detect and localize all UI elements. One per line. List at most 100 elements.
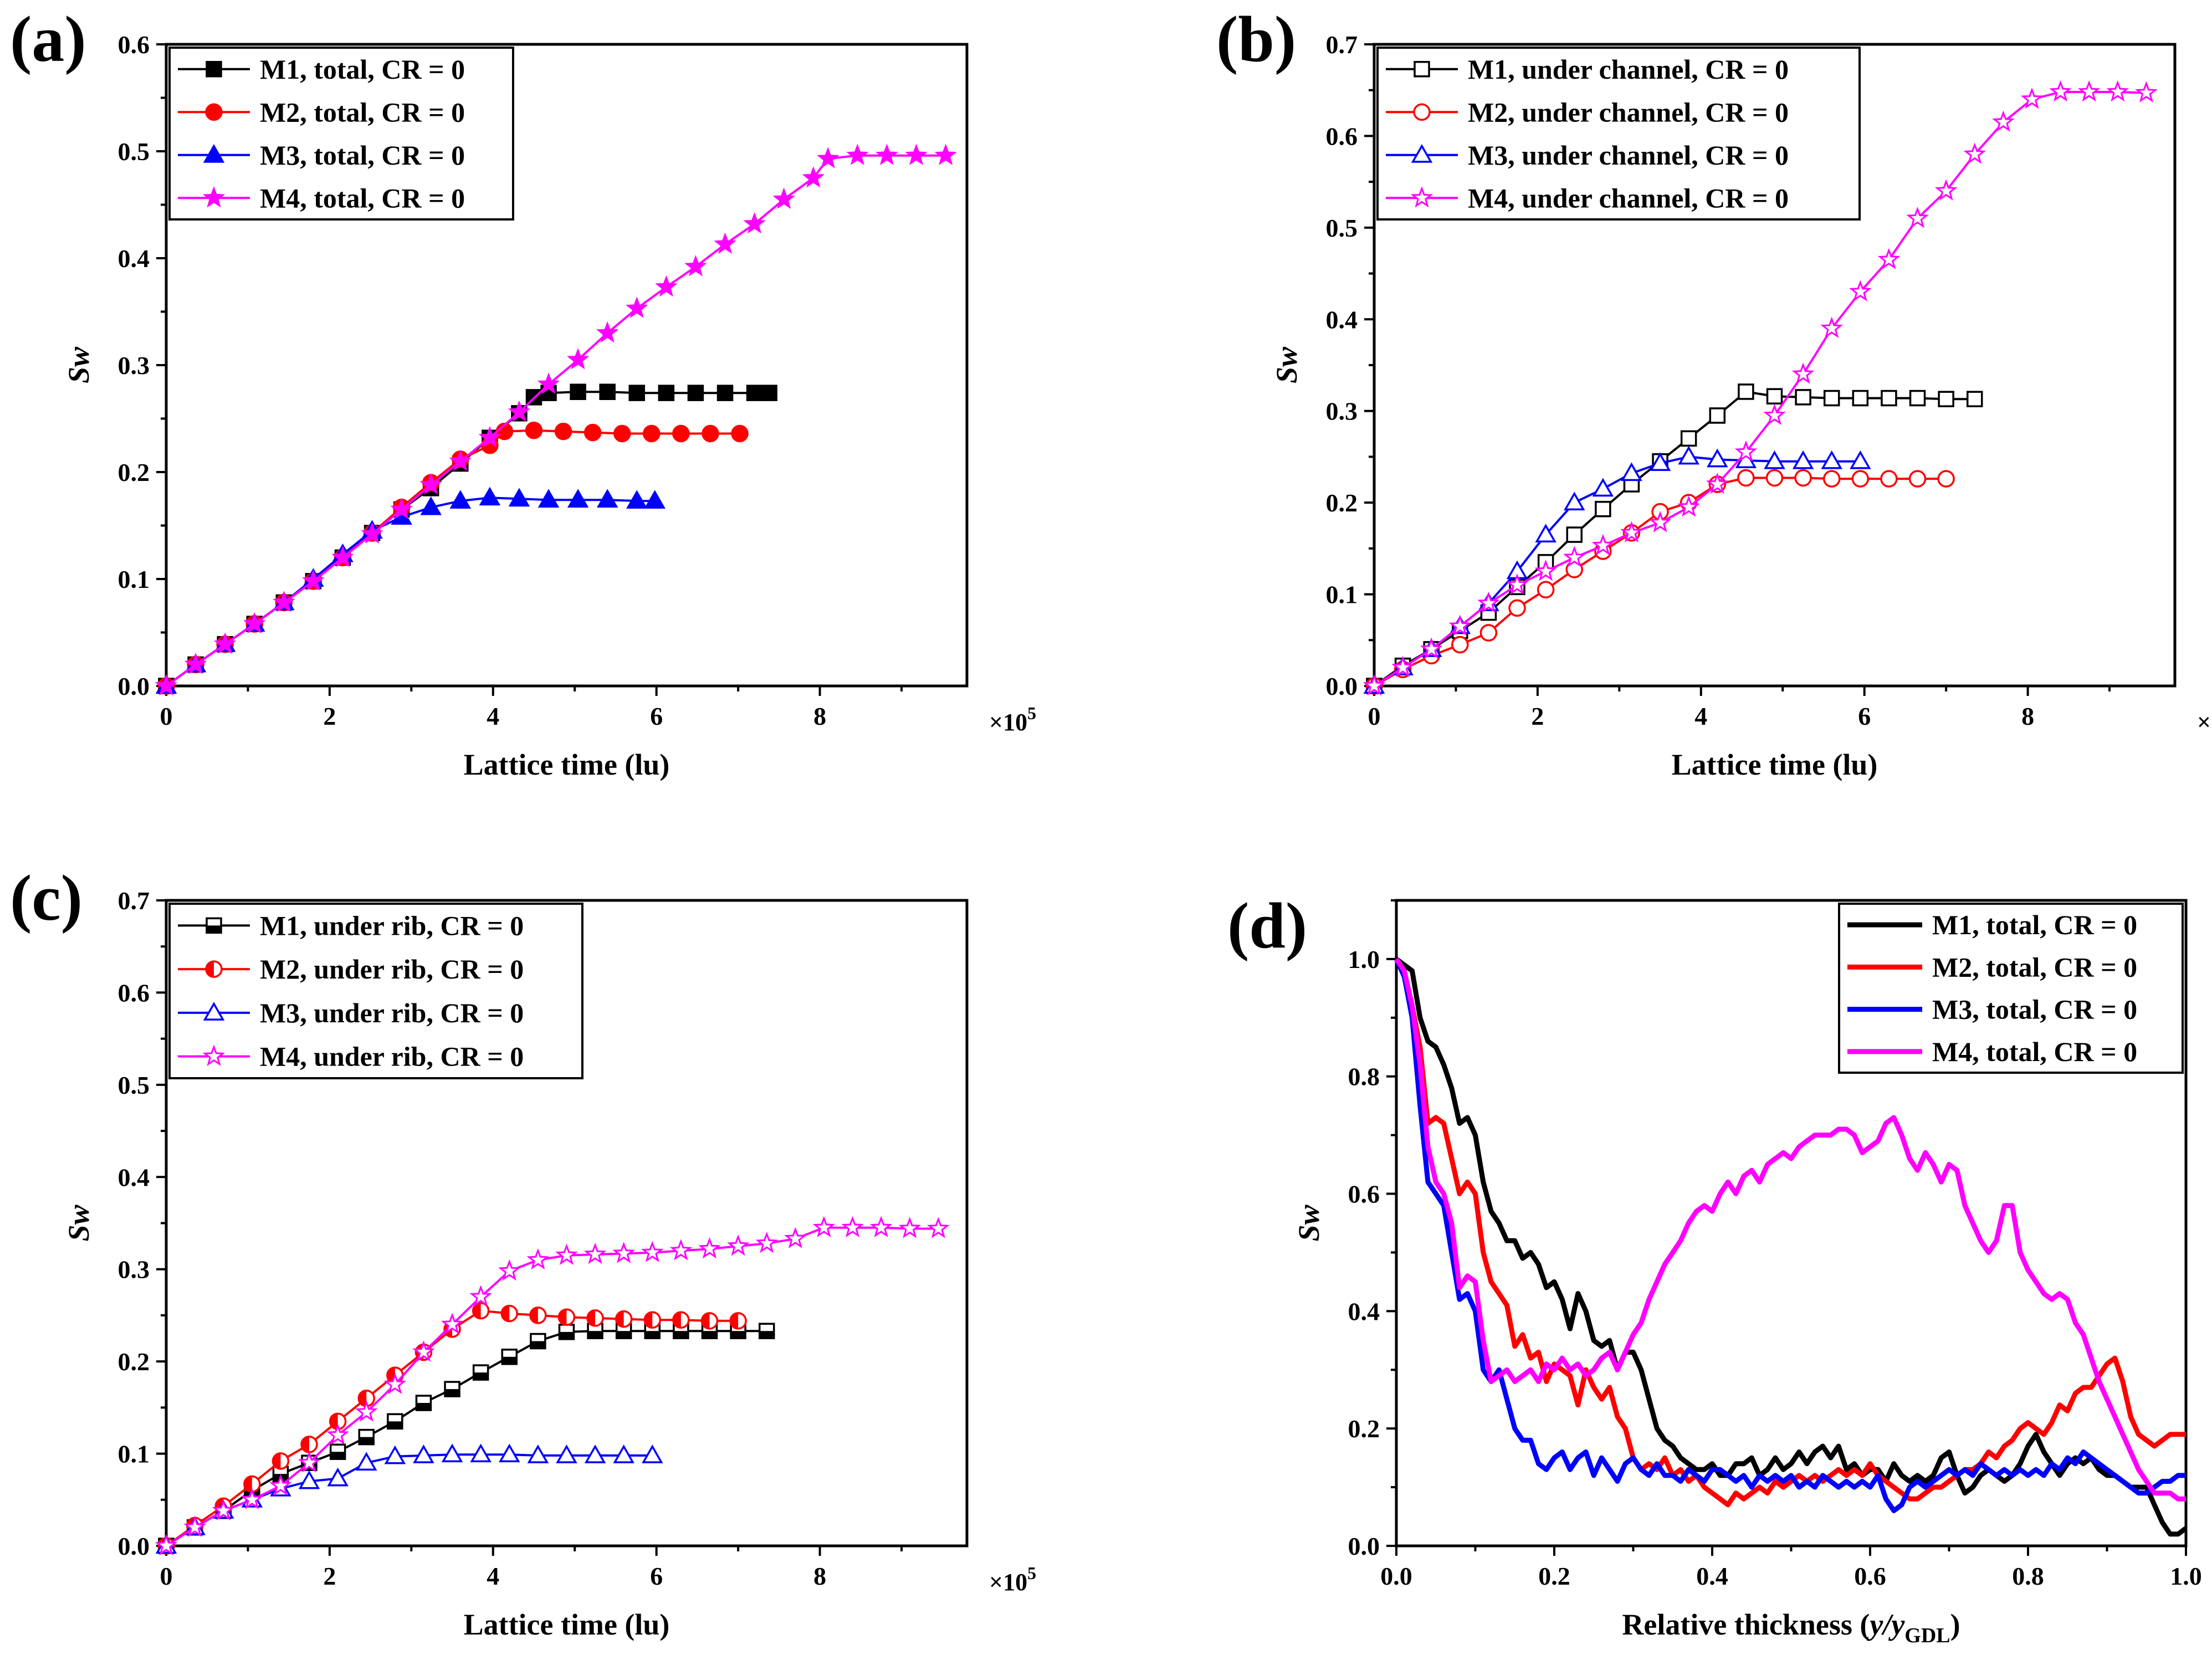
series-4 — [155, 144, 957, 696]
data-point — [1795, 389, 1811, 406]
data-point-half — [387, 1421, 402, 1429]
x-multiplier-exp: 5 — [1027, 1563, 1036, 1583]
y-tick-label: 0.1 — [118, 1440, 150, 1468]
data-point — [784, 1227, 807, 1248]
x-multiplier-base: ×10 — [989, 1569, 1027, 1596]
data-point — [1821, 450, 1842, 469]
legend-label: M4, under rib, CR = 0 — [260, 1041, 524, 1072]
data-point — [554, 422, 572, 440]
x-tick-label: 0 — [160, 702, 173, 730]
y-tick-label: 0.0 — [1348, 1532, 1380, 1560]
x-multiplier-base: ×10 — [2197, 709, 2212, 736]
legend: M1, total, CR = 0 M2, total, CR = 0 M3, to… — [168, 47, 514, 221]
legend-box — [1838, 903, 2184, 1074]
data-point — [669, 1239, 693, 1261]
data-point-half — [501, 1305, 510, 1321]
data-point — [555, 1243, 578, 1265]
data-point — [1967, 391, 1983, 407]
data-point — [1420, 637, 1443, 659]
data-point — [2077, 80, 2101, 102]
data-point — [626, 490, 648, 509]
data-point — [298, 1470, 320, 1489]
series-line — [165, 1309, 739, 1547]
data-point-half — [702, 1331, 717, 1339]
data-point-half — [559, 1331, 574, 1339]
data-point — [1591, 534, 1615, 556]
data-point — [1649, 452, 1671, 471]
data-point — [419, 473, 442, 495]
data-point — [478, 426, 501, 448]
data-point — [599, 383, 616, 400]
data-point — [1448, 614, 1472, 636]
y-tick-label: 0.6 — [1326, 122, 1358, 150]
data-point — [1766, 388, 1783, 404]
x-tick-label: 0 — [160, 1562, 173, 1590]
data-point — [927, 1217, 950, 1238]
data-point — [1963, 142, 1986, 164]
data-point — [479, 486, 501, 506]
legend: M1, under rib, CR = 0 M2, under rib, CR =… — [168, 903, 583, 1079]
y-tick-label: 0.7 — [1326, 30, 1358, 59]
data-point — [355, 1400, 378, 1422]
y-tick-label: 0.4 — [1326, 305, 1358, 334]
data-point — [1850, 450, 1871, 469]
x-multiplier-label: ×105 — [2197, 703, 2212, 736]
x-axis-title: Lattice time (lu) — [464, 1608, 670, 1641]
legend-label: M1, under channel, CR = 0 — [1468, 54, 1789, 85]
data-point-half — [301, 1436, 310, 1452]
y-tick-label: 0.5 — [1326, 214, 1358, 242]
plot-area — [155, 1216, 950, 1556]
data-point — [1534, 559, 1557, 581]
data-point — [1537, 581, 1555, 599]
legend: M1, total, CR = 0 M2, total, CR = 0 M3, to… — [1838, 903, 2184, 1074]
legend-marker — [202, 1044, 226, 1066]
series-2 — [1394, 957, 2186, 1508]
data-point — [1621, 462, 1642, 481]
series-1 — [158, 1323, 775, 1554]
legend-label: M1, total, CR = 0 — [1932, 909, 2137, 940]
data-point-half — [530, 1307, 538, 1323]
data-point-half — [244, 1476, 252, 1492]
data-point — [743, 212, 766, 234]
y-tick-label: 0.6 — [118, 978, 150, 1007]
legend-label: M2, under rib, CR = 0 — [260, 954, 524, 985]
data-point — [566, 348, 590, 370]
data-point-half — [645, 1331, 660, 1339]
panel-c: (c) 0 2 4 6 8 0.0 0.1 0.2 0.3 0.4 0.5 0.6 0.7 ×105 Latt… — [10, 862, 1036, 1641]
data-point — [687, 385, 704, 401]
data-point — [1563, 491, 1585, 511]
x-axis-title: Relative thickness (y/yGDL) — [1622, 1608, 1960, 1647]
data-point — [384, 1445, 406, 1464]
legend-marker — [203, 1002, 225, 1021]
data-point — [1823, 390, 1840, 407]
data-point — [2049, 80, 2072, 102]
legend-label: M4, under channel, CR = 0 — [1468, 182, 1789, 213]
data-point-half — [445, 1389, 460, 1397]
panel-b: (b) 0 2 4 6 8 0.0 0.1 0.2 0.3 0.4 0.5 0.6 0.7 ×105 Latt… — [1216, 3, 2212, 781]
legend-label: M4, total, CR = 0 — [1932, 1036, 2137, 1067]
x-tick-label: 0.2 — [1538, 1562, 1570, 1590]
y-tick-label: 0.2 — [1326, 489, 1358, 517]
y-tick-label: 0.4 — [118, 1163, 150, 1191]
data-point-half — [759, 1331, 774, 1339]
data-point — [1992, 110, 2015, 132]
data-point — [1508, 599, 1526, 617]
data-point — [1909, 390, 1926, 407]
data-point — [2020, 88, 2044, 109]
data-point — [1620, 521, 1643, 542]
data-point-half — [359, 1437, 374, 1444]
legend-marker — [1410, 186, 1433, 208]
data-point — [1763, 403, 1786, 426]
series-line — [1373, 91, 2147, 687]
data-point — [898, 1217, 921, 1238]
data-point — [934, 144, 957, 165]
series-3 — [1363, 445, 1871, 694]
data-point — [498, 1259, 521, 1281]
series-line — [1394, 958, 2186, 1513]
data-point — [441, 1313, 464, 1334]
data-point — [1792, 450, 1814, 469]
data-point-half — [359, 1390, 367, 1406]
data-point — [1880, 470, 1898, 488]
x-tick-label: 1.0 — [2170, 1562, 2202, 1590]
data-point — [698, 1237, 721, 1259]
